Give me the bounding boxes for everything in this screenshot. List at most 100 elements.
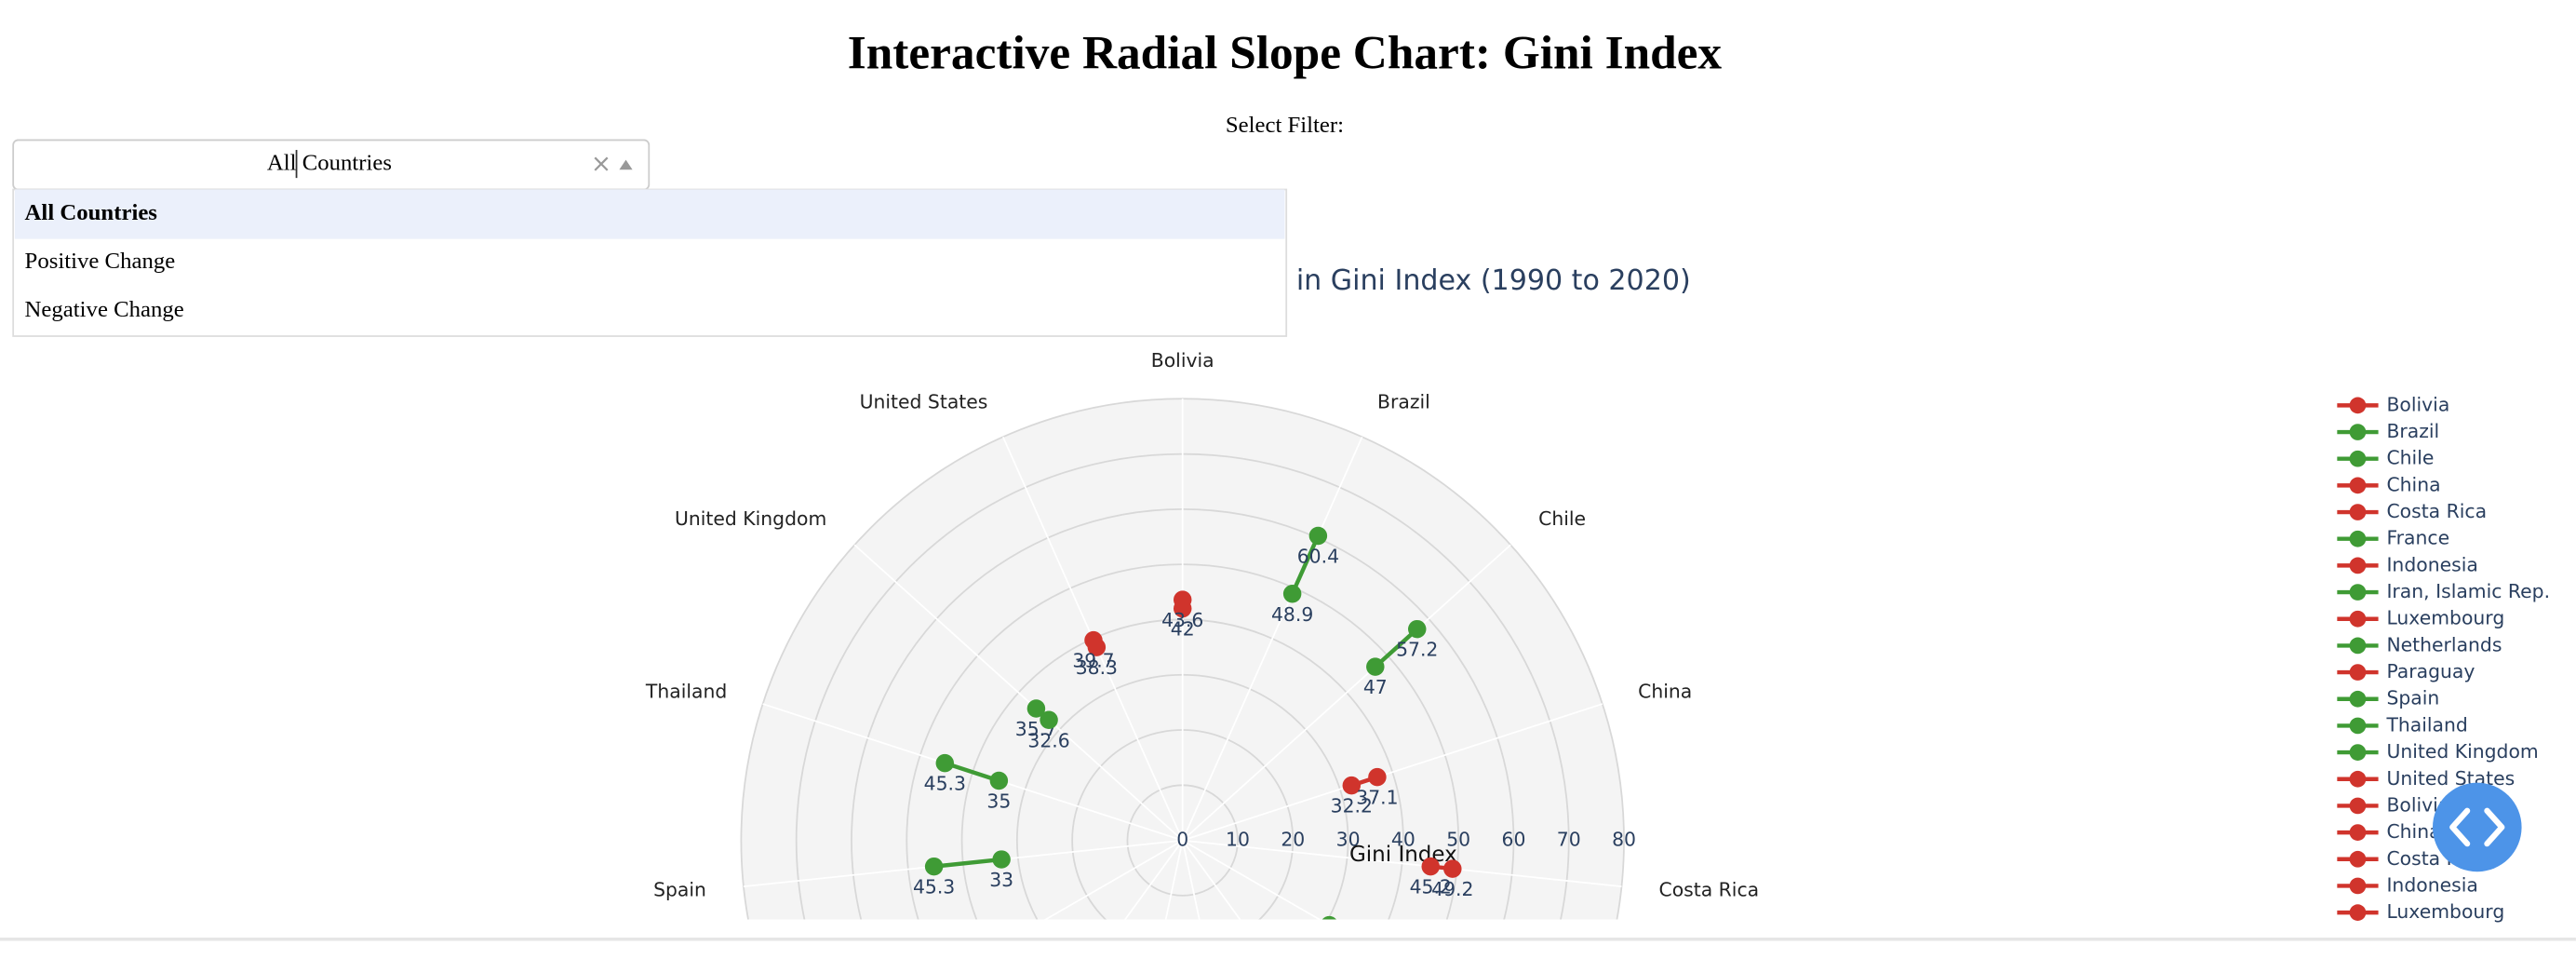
value-label: 45.3 bbox=[924, 773, 966, 795]
legend-label[interactable]: Thailand bbox=[2385, 713, 2467, 736]
toggle-button[interactable] bbox=[2432, 782, 2522, 872]
marker bbox=[992, 850, 1011, 869]
legend-label[interactable]: Costa Rica bbox=[2386, 500, 2487, 522]
legend-label[interactable]: Netherlands bbox=[2386, 633, 2502, 655]
marker bbox=[1366, 657, 1385, 676]
r-tick-label: 20 bbox=[1281, 829, 1305, 851]
legend-label[interactable]: Indonesia bbox=[2386, 553, 2477, 575]
marker bbox=[1173, 590, 1192, 609]
spoke bbox=[853, 544, 1184, 842]
r-tick-label: 0 bbox=[1176, 829, 1188, 851]
marker bbox=[1282, 585, 1302, 603]
legend-marker bbox=[2349, 770, 2367, 788]
r-tick-label: 40 bbox=[1391, 829, 1415, 851]
value-label: 45.2 bbox=[1410, 876, 1452, 898]
value-label: 47 bbox=[1363, 676, 1388, 698]
r-tick-label: 80 bbox=[1612, 829, 1636, 851]
marker bbox=[970, 949, 987, 951]
angular-label: Brazil bbox=[1377, 390, 1430, 412]
angular-label: United Kingdom bbox=[675, 507, 826, 530]
marker bbox=[1040, 710, 1058, 730]
legend-label[interactable]: Paraguay bbox=[2386, 660, 2475, 682]
legend-label[interactable]: Luxembourg bbox=[2386, 607, 2504, 629]
legend-label[interactable]: China bbox=[2386, 820, 2440, 843]
value-label: 39.7 bbox=[1072, 650, 1114, 672]
value-label: 33 bbox=[989, 869, 1013, 891]
legend-marker bbox=[2349, 904, 2367, 921]
marker bbox=[1342, 776, 1362, 795]
marker bbox=[924, 857, 944, 876]
r-tick-label: 30 bbox=[1336, 829, 1361, 851]
spoke bbox=[1181, 840, 1201, 920]
chart-title: in Gini Index (1990 to 2020) bbox=[1296, 264, 1691, 297]
legend-label[interactable]: Indonesia bbox=[2386, 873, 2477, 896]
legend-marker bbox=[2349, 797, 2367, 815]
legend-marker bbox=[2349, 664, 2367, 681]
toggle-icon bbox=[2449, 807, 2505, 847]
spoke bbox=[1181, 436, 1363, 841]
filter-label: Select Filter: bbox=[1226, 113, 1344, 138]
value-label: 42 bbox=[1171, 618, 1195, 641]
marker bbox=[935, 753, 955, 773]
legend-marker bbox=[2349, 744, 2367, 761]
menu-option[interactable]: Positive Change bbox=[25, 249, 176, 274]
legend-marker bbox=[2349, 450, 2367, 467]
spoke bbox=[1182, 839, 1622, 888]
value-label: 37.1 bbox=[1356, 787, 1398, 809]
r-tick-label: 60 bbox=[1502, 829, 1526, 851]
menu-option[interactable]: All Countries bbox=[25, 200, 158, 225]
spoke bbox=[1182, 703, 1603, 842]
legend-label[interactable]: Spain bbox=[2386, 687, 2439, 709]
legend-label[interactable]: Chile bbox=[2386, 447, 2434, 469]
slope-line bbox=[1329, 925, 1335, 929]
legend-label[interactable]: Bolivia bbox=[2386, 393, 2449, 415]
legend-label[interactable]: Luxembourg bbox=[2386, 900, 2504, 923]
value-label: 43.6 bbox=[1161, 609, 1203, 631]
value-label: 45.3 bbox=[913, 876, 955, 898]
angular-label: Chile bbox=[1538, 507, 1586, 530]
slope-line bbox=[1374, 628, 1419, 669]
angular-label: Costa Rica bbox=[1659, 878, 1760, 900]
legend-marker bbox=[2349, 717, 2367, 735]
dropdown-arrow[interactable] bbox=[619, 159, 633, 170]
legend-label[interactable]: Brazil bbox=[2386, 420, 2439, 442]
legend-label[interactable]: France bbox=[2386, 527, 2449, 549]
dropdown-value: All Countries bbox=[267, 151, 392, 176]
spoke bbox=[1123, 840, 1184, 920]
value-label: 48.9 bbox=[1271, 603, 1313, 626]
spoke bbox=[1043, 839, 1184, 920]
spoke bbox=[1182, 840, 1241, 920]
marker bbox=[1443, 859, 1462, 878]
legend-label[interactable]: United Kingdom bbox=[2386, 740, 2538, 763]
menu-option[interactable]: Negative Change bbox=[25, 297, 184, 322]
value-label: 35 bbox=[986, 790, 1011, 812]
spoke bbox=[1164, 840, 1184, 920]
slope-line bbox=[933, 857, 1002, 869]
option-highlight bbox=[14, 189, 1285, 239]
legend-marker bbox=[2349, 397, 2367, 414]
marker bbox=[1368, 767, 1387, 787]
legend-label[interactable]: United States bbox=[2386, 767, 2515, 790]
marker bbox=[989, 771, 1009, 790]
value-label: 57.2 bbox=[1396, 639, 1438, 661]
menu-options: All Countries Positive Change Negative Cha… bbox=[14, 189, 1285, 322]
legend-marker bbox=[2349, 690, 2367, 708]
marker bbox=[1408, 619, 1427, 639]
value-label: 49.2 bbox=[1431, 878, 1473, 900]
legend-marker bbox=[2349, 824, 2367, 841]
legend-label[interactable]: China bbox=[2386, 473, 2440, 495]
angular-label: United States bbox=[860, 390, 988, 412]
value-label: 30.7 bbox=[1308, 935, 1350, 952]
angular-label: Bolivia bbox=[1151, 349, 1214, 371]
value-label: 60.4 bbox=[1297, 545, 1339, 567]
clear-button[interactable]: × bbox=[591, 149, 611, 178]
legend-label[interactable]: Iran, Islamic Rep. bbox=[2386, 580, 2550, 602]
value-label: 32.2 bbox=[1331, 795, 1373, 817]
r-tick-label: 10 bbox=[1226, 829, 1250, 851]
legend-marker bbox=[2349, 610, 2367, 628]
marker bbox=[1026, 699, 1046, 718]
value-label: 38.3 bbox=[1076, 656, 1118, 679]
